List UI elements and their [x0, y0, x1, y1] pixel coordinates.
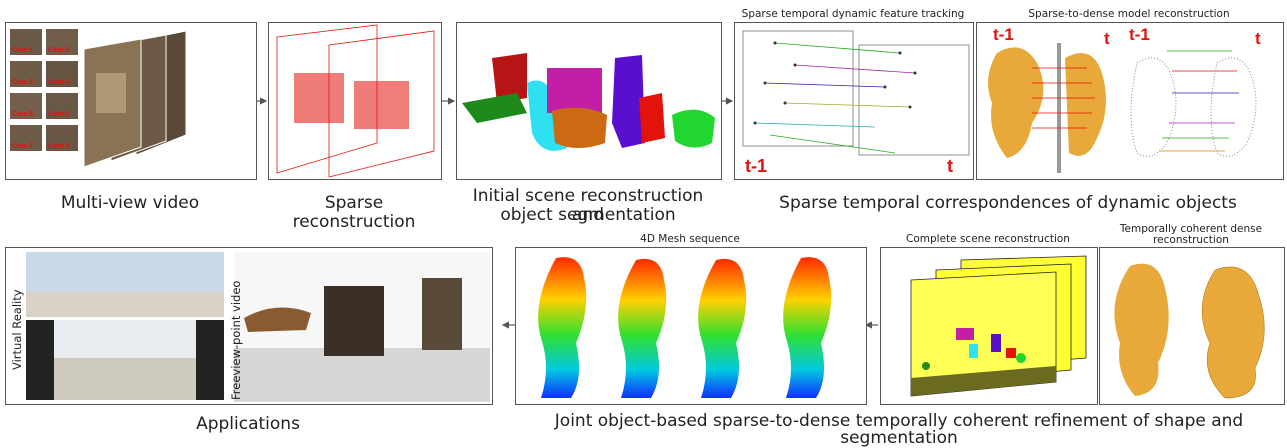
complete-scene-graphic — [910, 255, 1087, 397]
sparse-pointcloud-graphic — [276, 24, 435, 178]
tracking-group-caption: Sparse temporal correspondences of dynam… — [779, 193, 1237, 213]
refinement-caption-line1: Joint object-based sparse-to-dense tempo… — [554, 411, 1244, 431]
cam-label-8: Cam 8 — [48, 143, 70, 150]
coherent-panel — [1099, 247, 1285, 405]
camera-thumbnail-grid — [10, 29, 78, 151]
initial-caption-line2: object segmentation — [500, 205, 676, 225]
tracking-title: Sparse temporal dynamic feature tracking — [741, 8, 965, 20]
coherent-mesh-graphic — [1114, 263, 1265, 399]
cam-label-2: Cam 2 — [48, 47, 70, 54]
initial-caption-line1: Initial scene reconstruction and — [472, 186, 704, 225]
initial-panel — [456, 22, 722, 180]
model-label-cur-a: t — [1104, 29, 1110, 48]
cam-label-7: Cam 7 — [12, 143, 34, 150]
video-frame-stack — [83, 30, 187, 168]
mesh4d-panel — [515, 247, 867, 405]
fvv-label: Freeview-point video — [229, 280, 243, 400]
tracking-label-prev: t-1 — [745, 156, 767, 176]
feature-tracking-graphic — [742, 30, 970, 156]
coherent-title-line2: reconstruction — [1153, 234, 1229, 246]
cam-label-5: Cam 5 — [12, 111, 34, 118]
sparse-caption: Sparse reconstruction — [292, 193, 416, 232]
model-reconstruction-graphic — [988, 43, 1257, 173]
sparse-panel — [268, 22, 442, 180]
cam-label-6: Cam 6 — [48, 111, 70, 118]
model-title: Sparse-to-dense model reconstruction — [1028, 8, 1230, 20]
multiview-caption: Multi-view video — [60, 193, 200, 213]
model-label-prev-b: t-1 — [1129, 25, 1150, 44]
mesh-sequence-graphic — [538, 257, 832, 398]
cam-label-3: Cam 3 — [12, 79, 34, 86]
applications-caption: Applications — [196, 414, 300, 434]
segmentation-graphic — [462, 53, 715, 151]
model-label-prev-a: t-1 — [993, 25, 1014, 44]
coherent-title-line1: Temporally coherent dense — [1119, 223, 1263, 235]
cam-label-1: Cam 1 — [12, 47, 34, 54]
model-label-cur-b: t — [1255, 29, 1261, 48]
applications-graphic — [26, 252, 490, 402]
cam-label-4: Cam 4 — [48, 79, 70, 86]
mesh-frame-4 — [783, 257, 832, 398]
model-panel: t-1 t t-1 t — [976, 22, 1284, 180]
applications-panel: Virtual Reality Freeview-point video — [5, 247, 493, 405]
refinement-caption-line2: segmentation — [840, 428, 958, 448]
mesh-frame-1 — [538, 257, 587, 398]
multiview-graphic — [10, 29, 187, 168]
vr-label: Virtual Reality — [10, 289, 24, 370]
complete-title: Complete scene reconstruction — [906, 233, 1070, 245]
mesh-frame-3 — [698, 258, 747, 398]
mesh-frame-2 — [618, 258, 667, 398]
tracking-label-cur: t — [947, 156, 953, 176]
mesh4d-title: 4D Mesh sequence — [640, 233, 740, 245]
multiview-panel: Cam 1 Cam 2 Cam 3 Cam 4 Cam 5 Cam 6 Cam … — [5, 22, 257, 180]
complete-panel — [880, 247, 1098, 405]
tracking-panel: t-1 t — [734, 22, 974, 180]
